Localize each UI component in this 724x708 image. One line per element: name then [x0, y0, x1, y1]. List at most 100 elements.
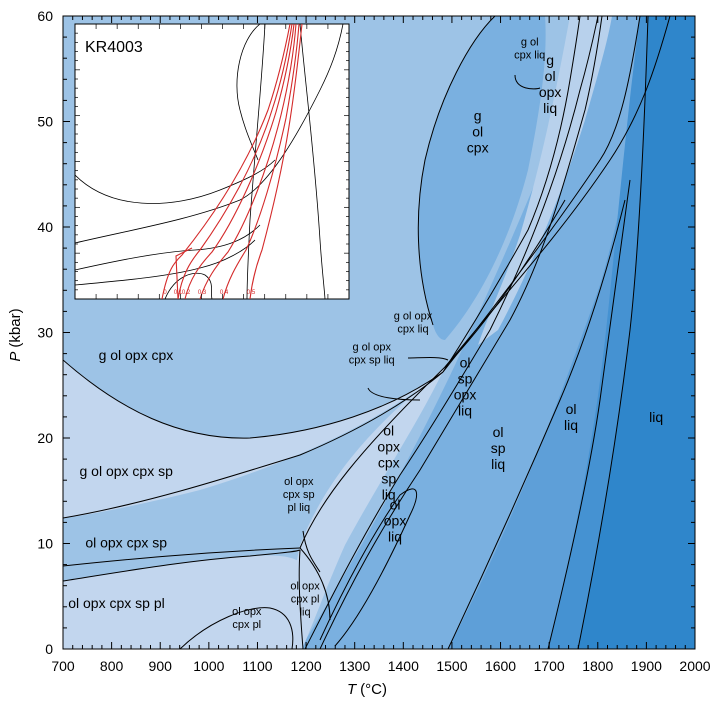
inset-panel: KR4003 0 0.1 0.2 0.3 0.4 0.5	[74, 23, 350, 300]
x-tick-label: 1900	[631, 658, 662, 674]
leader-g-ol-opx-cpx-liq	[407, 357, 449, 361]
field-label-line: g ol opx	[394, 311, 433, 323]
field-label-line: ol	[545, 68, 556, 84]
leader-g-ol-opx-cpx-sp-liq	[367, 387, 421, 401]
boundary-pl-out	[299, 547, 331, 621]
field-g-ol-cpx	[418, 16, 546, 340]
field-ol-opx-cpx-sp-pl	[63, 555, 303, 649]
field-label-line: cpx pl	[232, 619, 261, 631]
x-tick-label: 1400	[388, 658, 419, 674]
inset-red-curve-0	[161, 24, 291, 299]
inset-red-label: 0	[163, 290, 167, 296]
y-tick-label: 50	[37, 114, 53, 130]
field-label: ol opx liq	[384, 497, 407, 545]
y-tick-label: 20	[37, 430, 53, 446]
boundary-g-cpx-loop	[417, 16, 496, 326]
field-label: ol opx cpx pl	[232, 606, 262, 631]
inset-red-labels: 0 0.1 0.2 0.3 0.4 0.5	[163, 290, 256, 296]
x-axis-symbol: T	[347, 681, 358, 698]
inset-black-curve-9	[246, 24, 266, 299]
field-label-line: liq	[564, 417, 578, 433]
field-label-line: liq	[491, 456, 505, 472]
boundary-curve-b	[319, 16, 603, 649]
leader-g-ol-cpx-liq	[514, 74, 541, 90]
x-tick-label: 1800	[582, 658, 613, 674]
x-axis-label: T (°C)	[347, 681, 387, 698]
boundary-cpx-out-low	[63, 547, 301, 567]
field-label: ol opx cpx sp pl liq	[283, 476, 315, 514]
field-label: ol opx cpx sp pl	[68, 595, 165, 611]
field-label-line: g	[474, 107, 482, 123]
inset-red-label: 0.3	[198, 290, 207, 296]
field-label-line: liq	[543, 100, 557, 116]
field-label-line: opx	[377, 439, 400, 455]
x-tick-label: 1700	[534, 658, 565, 674]
field-label-line: liq	[388, 529, 402, 545]
field-labels: g ol opx cpx g ol opx cpx sp ol opx cpx sp…	[68, 36, 663, 631]
inset-black-curve-8	[299, 24, 326, 299]
field-label-line: ol opx cpx sp pl	[68, 595, 165, 611]
field-label: liq	[649, 409, 663, 425]
field-label-line: opx	[384, 513, 407, 529]
inset-title: KR4003	[85, 39, 143, 56]
field-label-line: liq	[382, 487, 396, 503]
y-axis-ticks	[63, 15, 695, 650]
inset-red-label: 0.4	[220, 290, 229, 296]
x-tick-label: 1300	[339, 658, 370, 674]
x-axis-tick-labels: 700 800 900 1000 1100 1200 1300 1400 1500 1600 170…	[51, 658, 710, 674]
field-label-line: g	[546, 52, 554, 68]
field-label: ol liq	[564, 401, 578, 433]
field-label: ol sp opx liq	[454, 355, 477, 419]
field-label-line: g ol opx	[352, 341, 391, 353]
field-label: g ol opx cpx liq	[394, 311, 433, 336]
field-label: g ol opx cpx	[99, 347, 174, 363]
field-label-line: liq	[300, 607, 311, 619]
field-label-line: ol	[390, 497, 401, 513]
x-tick-label: 1000	[193, 658, 224, 674]
field-label-line: ol opx cpx sp	[85, 535, 167, 551]
boundary-liquidus	[577, 16, 649, 649]
field-label-line: cpx	[467, 139, 489, 155]
field-label-line: ol	[493, 424, 504, 440]
y-axis-tick-labels: 0 10 20 30 40 50 60	[37, 8, 53, 657]
y-tick-label: 40	[37, 219, 53, 235]
boundary-garnet-high	[442, 16, 641, 373]
x-tick-label: 2000	[679, 658, 710, 674]
field-label-line: ol	[460, 355, 471, 371]
y-tick-label: 30	[37, 325, 53, 341]
boundary-solidus	[299, 199, 566, 549]
field-label-line: pl liq	[287, 502, 310, 514]
boundary-spinel-in	[63, 371, 444, 519]
boundary-g-ol-cpx-right	[442, 16, 581, 373]
field-label-line: opx	[539, 84, 562, 100]
boundary-pl-loop	[179, 607, 294, 649]
field-label-line: sp	[381, 471, 396, 487]
field-label: g ol cpx	[467, 107, 489, 155]
inset-red-curve-ridge	[175, 247, 193, 299]
field-label: ol opx cpx sp	[85, 535, 167, 551]
field-label-line: liq	[649, 409, 663, 425]
phase-fields	[63, 16, 695, 649]
boundary-cross-1	[444, 16, 671, 368]
inset-black-curve-6	[239, 109, 259, 161]
inset-red-curve-5	[249, 24, 303, 299]
field-ol-opx-cpx-sp-pl-liq	[290, 367, 445, 649]
inset-red-curve-4	[222, 24, 300, 299]
x-tick-label: 700	[51, 658, 75, 674]
boundary-sp-out	[547, 179, 631, 649]
field-label: ol sp liq	[491, 424, 506, 472]
y-axis-unit: (kbar)	[7, 308, 24, 347]
field-label-line: ol	[383, 423, 394, 439]
inset-red-curve-3	[199, 24, 297, 299]
inset-black-curve-3	[75, 224, 261, 271]
field-label-line: cpx liq	[397, 324, 428, 336]
x-tick-label: 900	[149, 658, 173, 674]
field-label-line: cpx sp liq	[349, 354, 395, 366]
y-tick-label: 10	[37, 536, 53, 552]
field-label: g ol opx cpx sp	[80, 463, 174, 479]
inset-red-label: 0.2	[182, 290, 191, 296]
field-label: g ol opx liq	[539, 52, 562, 116]
x-axis-unit: (°C)	[360, 681, 387, 698]
field-label: g ol cpx liq	[514, 36, 545, 61]
